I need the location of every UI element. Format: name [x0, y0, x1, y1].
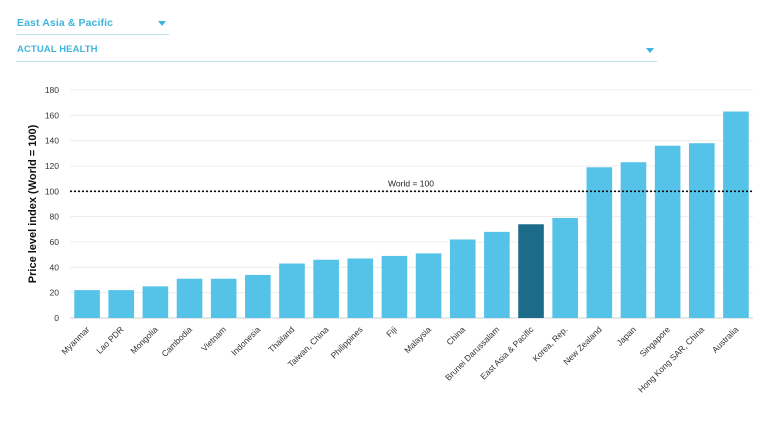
y-tick-labels: 0 20 40 60 80 100 120 140 160 180 — [45, 85, 59, 323]
bar[interactable] — [484, 231, 510, 318]
bar[interactable] — [552, 217, 578, 318]
y-tick-label: 0 — [54, 313, 59, 323]
bar[interactable] — [74, 290, 100, 318]
bar[interactable] — [176, 278, 203, 318]
x-tick-label: Lao PDR — [94, 324, 125, 355]
bar[interactable] — [586, 167, 613, 318]
bar[interactable] — [210, 278, 237, 318]
region-dropdown-label: East Asia & Pacific — [17, 17, 114, 29]
bar[interactable] — [108, 290, 135, 318]
indicator-dropdown[interactable]: ACTUAL HEALTH — [16, 44, 657, 62]
bar[interactable] — [620, 162, 647, 318]
x-tick-label: Myanmar — [59, 324, 91, 356]
y-tick-label: 180 — [45, 85, 59, 95]
gridlines — [70, 89, 753, 319]
bar[interactable] — [723, 111, 749, 319]
y-axis-title: Price level index (World = 100) — [27, 124, 39, 283]
x-tick-label: Philippines — [329, 324, 365, 360]
caret-down-icon — [646, 48, 654, 53]
x-tick-label: Singapore — [638, 324, 673, 359]
x-tick-label: Thailand — [266, 324, 296, 354]
x-tick-label: Fiji — [384, 324, 399, 339]
bar[interactable] — [279, 263, 305, 318]
x-tick-labels: Myanmar Lao PDR Mongolia Cambodia Vietnam Ind… — [59, 324, 740, 395]
x-tick-label: Hong Kong SAR, China — [636, 324, 706, 394]
x-tick-label: Indonesia — [229, 324, 262, 357]
y-tick-label: 20 — [50, 288, 60, 298]
world-reference-label: World = 100 — [388, 178, 434, 188]
y-tick-label: 160 — [45, 110, 59, 120]
x-tick-label: Japan — [614, 324, 638, 348]
bar[interactable] — [654, 145, 681, 318]
x-tick-label: Cambodia — [159, 324, 194, 359]
x-tick-label: China — [444, 324, 467, 347]
y-tick-label: 140 — [45, 136, 59, 146]
caret-down-icon — [158, 21, 166, 26]
bar[interactable] — [142, 286, 169, 318]
bar[interactable] — [313, 259, 339, 318]
y-tick-label: 100 — [45, 186, 59, 196]
region-dropdown[interactable]: East Asia & Pacific — [16, 17, 169, 35]
bar[interactable] — [381, 255, 408, 318]
bar[interactable] — [688, 143, 715, 318]
bar[interactable] — [245, 274, 271, 318]
x-tick-label: Mongolia — [128, 324, 160, 356]
bar[interactable] — [415, 253, 442, 318]
bar[interactable] — [449, 239, 476, 318]
x-tick-label: Malaysia — [402, 324, 433, 355]
indicator-dropdown-label: ACTUAL HEALTH — [17, 44, 98, 55]
reference-line-group: World = 100 — [70, 178, 753, 193]
y-tick-label: 120 — [45, 161, 59, 171]
bar[interactable] — [347, 258, 374, 318]
bar[interactable] — [518, 224, 544, 318]
bars — [74, 111, 749, 319]
x-tick-label: Australia — [710, 324, 741, 355]
y-tick-label: 60 — [50, 237, 60, 247]
y-tick-label: 80 — [50, 212, 60, 222]
y-tick-label: 40 — [50, 262, 60, 272]
x-tick-label: Vietnam — [199, 324, 228, 353]
